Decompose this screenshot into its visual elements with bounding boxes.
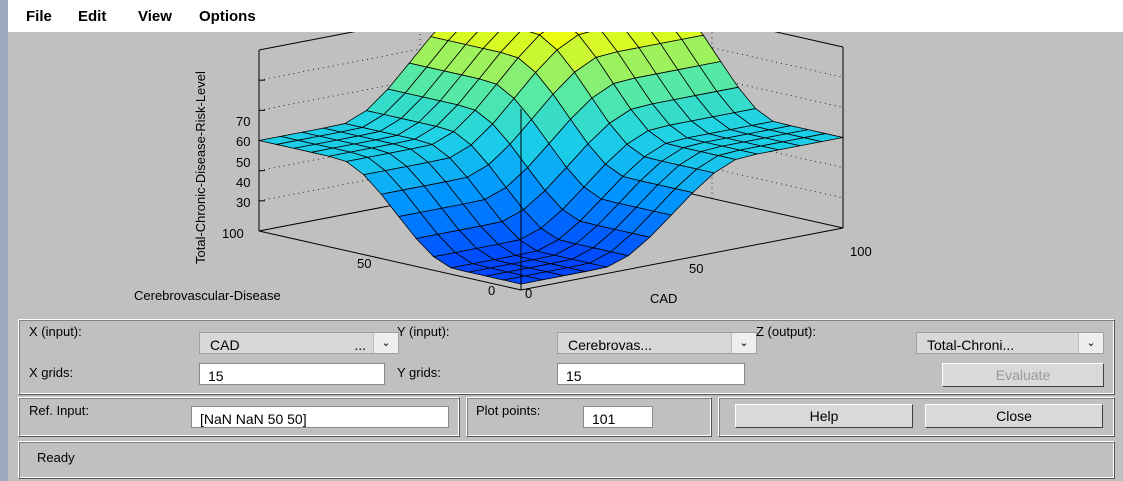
- x-tick-50: 50: [689, 261, 703, 276]
- plot-points-panel: Plot points: 101: [466, 397, 712, 437]
- evaluate-button[interactable]: Evaluate: [942, 363, 1104, 387]
- help-button[interactable]: Help: [735, 404, 913, 428]
- surface-cell: [503, 275, 543, 285]
- x-grids-label: X grids:: [29, 365, 74, 380]
- ref-input-panel: Ref. Input: [NaN NaN 50 50]: [18, 397, 460, 437]
- z-tick-70: 70: [236, 114, 250, 129]
- y-input-label: Y (input):: [397, 324, 450, 339]
- close-button[interactable]: Close: [925, 404, 1103, 428]
- window-left-edge: [0, 0, 8, 481]
- separator: [8, 310, 1123, 316]
- plot-points-field[interactable]: 101: [583, 406, 653, 428]
- y-tick-100: 100: [222, 226, 244, 241]
- ref-input-label: Ref. Input:: [29, 403, 89, 418]
- chevron-down-icon: ⌄: [373, 333, 398, 353]
- surface-plot[interactable]: Total-Chronic-Disease-Risk-Level 70 60 5…: [8, 32, 1123, 310]
- x-tick-0: 0: [525, 286, 532, 301]
- x-input-dots: ...: [354, 337, 366, 353]
- y-input-value: Cerebrovas...: [568, 337, 653, 353]
- x-grids-field[interactable]: 15: [199, 363, 385, 385]
- y-grids-label: Y grids:: [397, 365, 441, 380]
- status-text: Ready: [37, 450, 75, 465]
- menu-edit[interactable]: Edit: [78, 8, 107, 25]
- axis-selection-panel: X (input): CAD ... ⌄ Y (input): Cerebrov…: [18, 319, 1115, 395]
- chevron-down-icon: ⌄: [1078, 333, 1103, 353]
- z-tick-30: 30: [236, 195, 250, 210]
- z-axis-label: Total-Chronic-Disease-Risk-Level: [193, 71, 208, 264]
- menu-view[interactable]: View: [138, 8, 172, 25]
- z-tick-40: 40: [236, 175, 250, 190]
- z-output-value: Total-Chroni...: [927, 337, 1015, 353]
- y-axis-label: Cerebrovascular-Disease: [134, 288, 281, 303]
- x-tick-100: 100: [850, 244, 872, 259]
- x-input-value: CAD: [210, 337, 240, 353]
- plot-points-label: Plot points:: [476, 403, 541, 418]
- z-tick-50: 50: [236, 155, 250, 170]
- surface-mesh: [258, 32, 844, 290]
- z-output-select[interactable]: Total-Chroni... ⌄: [916, 332, 1104, 354]
- menu-file[interactable]: File: [26, 8, 52, 25]
- action-buttons-panel: Help Close: [718, 397, 1115, 437]
- z-tick-60: 60: [236, 134, 250, 149]
- menu-options[interactable]: Options: [199, 8, 256, 25]
- surface-plot-area[interactable]: Total-Chronic-Disease-Risk-Level 70 60 5…: [8, 32, 1123, 310]
- z-output-label: Z (output):: [756, 324, 816, 339]
- y-tick-0: 0: [488, 283, 495, 298]
- chevron-down-icon: ⌄: [731, 333, 756, 353]
- status-bar: Ready: [18, 441, 1115, 479]
- y-grids-field[interactable]: 15: [557, 363, 745, 385]
- x-input-select[interactable]: CAD ... ⌄: [199, 332, 399, 354]
- x-input-label: X (input):: [29, 324, 82, 339]
- menu-bar: File Edit View Options: [8, 0, 1123, 32]
- ref-input-field[interactable]: [NaN NaN 50 50]: [191, 406, 449, 428]
- y-input-select[interactable]: Cerebrovas... ⌄: [557, 332, 757, 354]
- y-tick-50: 50: [357, 256, 371, 271]
- x-axis-label: CAD: [650, 291, 677, 306]
